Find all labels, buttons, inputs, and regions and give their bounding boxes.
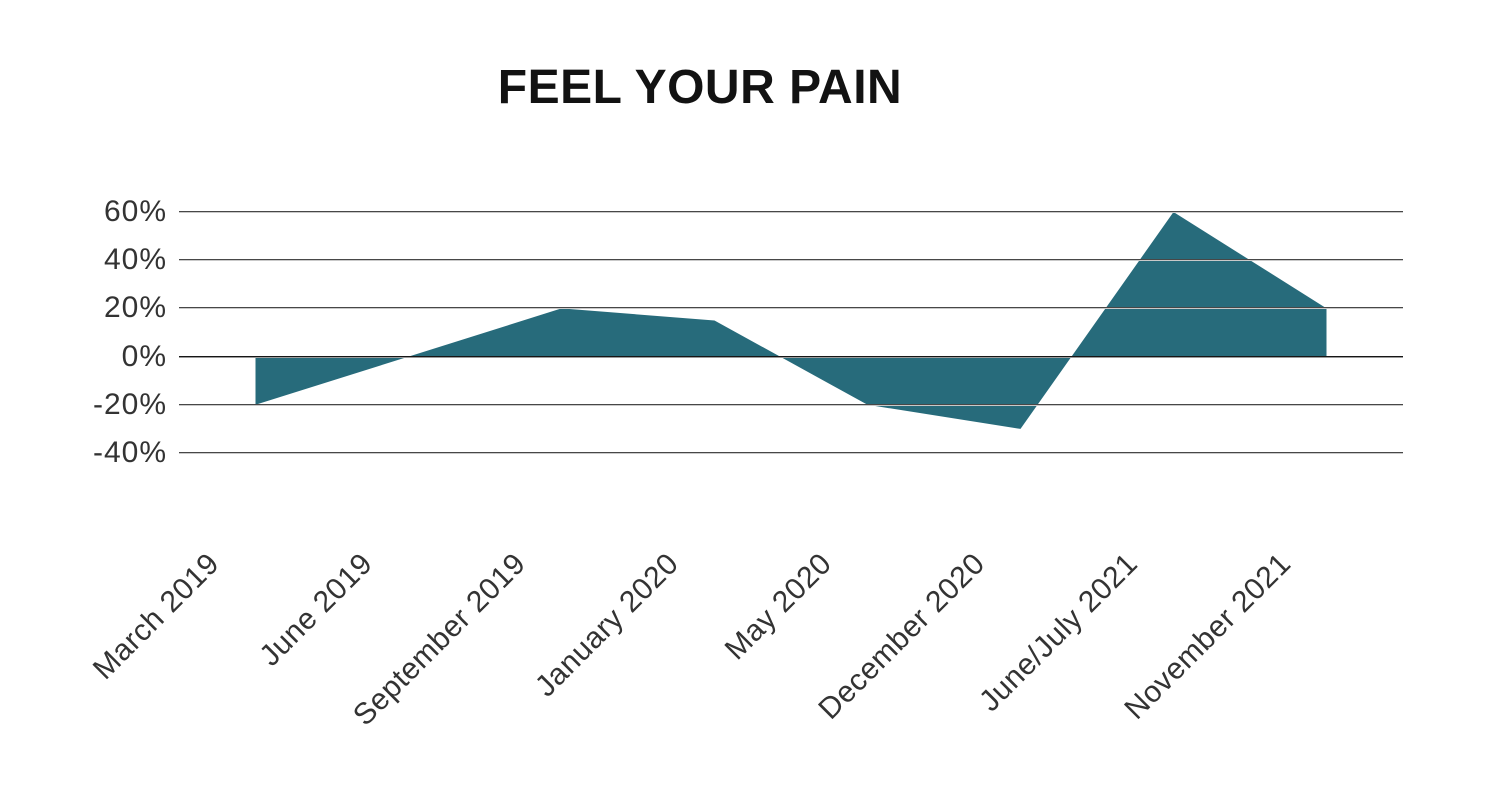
x-axis-label: May 2020 <box>718 547 838 667</box>
y-axis-labels: 60% 40% 20% 0% -20% -40% <box>0 197 167 468</box>
chart-figure: FEEL YOUR PAIN 60% 40% 20% 0% -20% -40% March… <box>0 61 1403 787</box>
y-axis-label: -40% <box>92 436 167 469</box>
x-axis-label: June/July 2021 <box>972 547 1144 718</box>
area-polygon <box>255 212 1327 429</box>
y-axis-label: -20% <box>92 387 167 421</box>
gridline <box>179 452 1403 454</box>
gridline <box>179 259 1403 262</box>
x-axis-label: January 2020 <box>528 547 685 704</box>
y-axis-label: 20% <box>103 291 167 325</box>
y-axis-label: 60% <box>103 195 167 228</box>
gridline <box>179 307 1403 310</box>
x-axis-label: June 2019 <box>253 547 379 673</box>
gridline <box>179 211 1403 213</box>
chart-title: FEEL YOUR PAIN <box>497 61 903 114</box>
y-axis-label: 40% <box>103 243 167 277</box>
x-axis-label: November 2021 <box>1117 547 1297 726</box>
y-axis-label: 0% <box>121 339 167 373</box>
gridlines <box>179 211 1403 454</box>
x-axis-label: March 2019 <box>86 547 226 686</box>
x-axis-labels: March 2019 June 2019 September 2019 January… <box>87 547 1403 787</box>
plot-area <box>179 211 1403 454</box>
gridline <box>179 403 1403 406</box>
zero-gridline <box>179 355 1403 358</box>
area-series <box>255 212 1327 429</box>
x-axis-label: December 2020 <box>811 547 991 726</box>
